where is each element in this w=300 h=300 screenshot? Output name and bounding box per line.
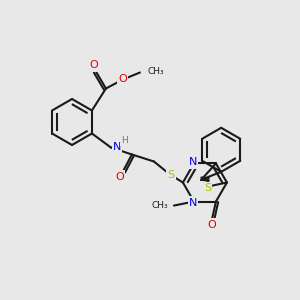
Text: CH₃: CH₃	[151, 201, 168, 210]
Text: H: H	[121, 136, 128, 145]
Text: CH₃: CH₃	[148, 67, 164, 76]
Text: S: S	[167, 170, 175, 181]
Text: O: O	[89, 61, 98, 70]
Text: N: N	[189, 198, 197, 208]
Text: O: O	[118, 74, 127, 83]
Text: N: N	[189, 158, 197, 167]
Text: S: S	[204, 183, 211, 193]
Text: N: N	[113, 142, 121, 152]
Text: O: O	[116, 172, 124, 182]
Text: O: O	[208, 220, 216, 230]
